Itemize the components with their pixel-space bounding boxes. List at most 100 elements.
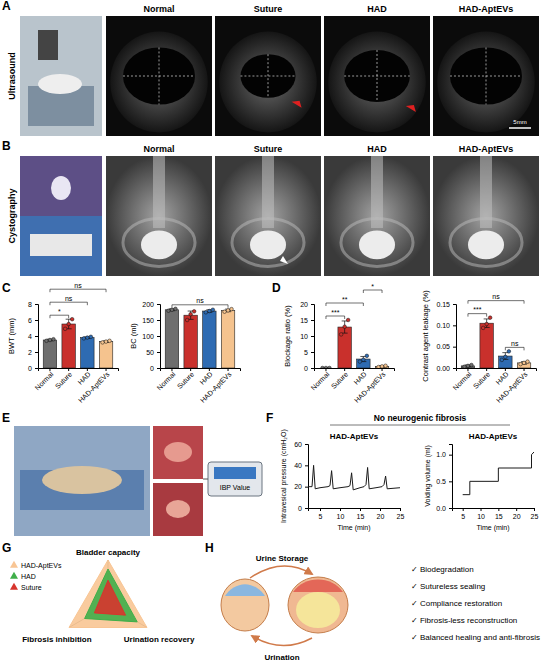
tick-label: HAD-AptEVs [77, 370, 112, 405]
tick: 200 [142, 301, 160, 308]
significance-label: ns [511, 340, 519, 347]
tick-label: Suture [176, 370, 196, 390]
data-point [204, 311, 208, 315]
image-header: HAD-AptEVs [459, 144, 514, 154]
axis: 0.000.050.100.15 [436, 301, 456, 372]
tick-label: 15 [495, 513, 503, 520]
data-point [339, 333, 343, 337]
bar [62, 324, 75, 368]
significance-bracket [50, 289, 106, 292]
figure: AUltrasoundNormalSutureHADHAD-AptEVs5mmB… [0, 0, 546, 667]
tick-label: 5 [461, 513, 465, 520]
bar [43, 340, 56, 368]
significance-label: *** [473, 306, 481, 313]
significance-bracket [172, 305, 228, 308]
legend: HAD-AptEVsHADSuture [10, 561, 62, 591]
tick-mark [305, 444, 308, 445]
axis: NormalSutureHADHAD-AptEVs [310, 368, 395, 405]
tick-mark [311, 352, 314, 353]
radar-axis-label: Bladder capacity [76, 548, 141, 557]
tick: 5 [304, 349, 314, 356]
data-point [167, 309, 171, 313]
data-point [101, 341, 105, 345]
significance-bracket [50, 315, 69, 318]
tick-label: 1.0 [436, 451, 446, 458]
bladder [221, 579, 269, 631]
data-point [170, 308, 174, 312]
data-point [488, 316, 492, 320]
tick: 60 [294, 441, 308, 448]
axis: NormalSutureHADHAD-AptEVs [34, 368, 119, 405]
tick-mark [311, 320, 314, 321]
xray-image [215, 156, 321, 276]
axis-title: BC (ml) [129, 323, 138, 349]
tick: HAD [353, 368, 368, 386]
tick-label: 20 [513, 513, 521, 520]
tick-label: 0.10 [436, 322, 450, 329]
data-point [104, 340, 108, 344]
tick: 25 [531, 508, 539, 520]
significance-bracket [468, 314, 487, 317]
tick: Suture [54, 368, 74, 390]
bar [81, 338, 94, 368]
tick-label: 10 [477, 513, 485, 520]
data-point [226, 309, 230, 313]
tick-mark [449, 508, 452, 509]
bar [99, 342, 112, 368]
significance-label: ns [492, 293, 500, 300]
legend-marker [10, 572, 18, 579]
tick-label: 10 [300, 333, 308, 340]
data-point [174, 307, 178, 311]
image-header: HAD [367, 4, 387, 14]
row-label: Cystography [7, 188, 17, 243]
tick-label: 50 [146, 349, 154, 356]
device [208, 462, 262, 496]
tick-label: HAD [199, 370, 214, 385]
significance-label: ** [342, 296, 348, 303]
tick-mark [35, 336, 38, 337]
tick-mark [35, 304, 38, 305]
measure-line [268, 54, 269, 98]
error-bar [484, 319, 490, 328]
bar-chart: 0.000.050.100.15NormalSutureHADHAD-AptEV… [421, 290, 537, 405]
connector [203, 479, 208, 480]
data-point [526, 360, 530, 364]
tick-mark [534, 508, 535, 511]
axis-title: Intravesical pressure (cmH₂O) [280, 429, 288, 523]
check-item: ✓ Sutureless sealing [411, 582, 485, 591]
tick: 20 [513, 508, 521, 520]
tick: Suture [472, 368, 492, 390]
marks [308, 465, 400, 490]
bar-chart: 05101520NormalSutureHADHAD-AptEVsBlockag… [283, 283, 395, 405]
significance-bracket [326, 303, 363, 306]
tick: 10 [300, 333, 314, 340]
data-point [208, 309, 212, 313]
pelvis [450, 218, 522, 266]
data-point [63, 327, 67, 331]
tick-label: HAD-AptEVs [199, 370, 234, 405]
tick-label: 200 [142, 301, 154, 308]
axis-title: Contrast agent leakage (%) [421, 290, 430, 382]
data-point [52, 337, 56, 341]
tick: HAD-AptEVs [353, 368, 388, 405]
axis-line [453, 305, 457, 369]
tick-label: 20 [300, 301, 308, 308]
urine [296, 592, 340, 628]
check-item: ✓ Balanced healing and anti-fibrosis [411, 633, 540, 642]
photo [153, 483, 203, 536]
photo [14, 426, 150, 536]
photo [20, 156, 102, 216]
panel-letter: E [2, 411, 10, 425]
tick-mark [305, 508, 308, 509]
tick-mark [35, 320, 38, 321]
tick: Normal [34, 368, 55, 391]
check-item: ✓ Fibrosis-less reconstruction [411, 616, 517, 625]
tick-label: 0 [304, 365, 308, 372]
axis-title: Time (min) [337, 524, 370, 532]
tick-mark [453, 325, 456, 326]
tick: 0 [298, 505, 308, 512]
line-chart: 0.00.51.0510152025HAD-AptEVsTime (min)Vo… [424, 432, 538, 532]
tick: 2 [28, 349, 38, 356]
tick-mark [449, 481, 452, 482]
tick: 10 [337, 508, 345, 520]
